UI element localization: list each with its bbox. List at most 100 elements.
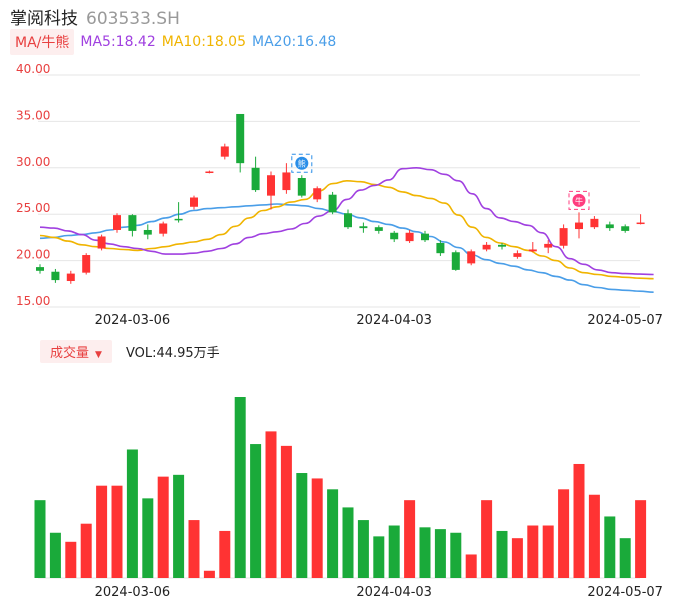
candle-body (236, 113, 245, 164)
volume-legend: 成交量 ▼ VOL:44.95万手 (40, 339, 220, 363)
signal-marker-icon: 牛 (568, 190, 590, 210)
volume-bar (635, 500, 647, 578)
dropdown-arrow-icon: ▼ (95, 349, 102, 360)
x-tick-label: 2024-04-03 (356, 313, 432, 328)
volume-toggle-label: 成交量 (50, 345, 90, 361)
candle-body (313, 188, 322, 200)
volume-value: VOL:44.95万手 (125, 345, 220, 361)
candle-body (636, 222, 645, 225)
candle-body (82, 255, 91, 273)
candle-body (251, 167, 260, 191)
volume-bar (357, 520, 369, 578)
candle-body (66, 273, 75, 282)
candle-body (482, 244, 491, 250)
candle-body (605, 224, 614, 229)
candle-body (528, 249, 537, 252)
candle-body (159, 223, 168, 234)
candle-body (421, 233, 429, 241)
volume-bar (373, 536, 385, 578)
volume-bar (419, 527, 431, 578)
volume-bar (342, 507, 354, 578)
volume-bar (265, 431, 277, 578)
candle-body (174, 218, 183, 221)
candle-body (267, 175, 275, 196)
candle-body (451, 252, 460, 270)
candle-body (97, 236, 106, 249)
volume-bar (234, 397, 246, 578)
volume-bar (604, 516, 616, 578)
y-tick-label: 25.00 (16, 201, 50, 215)
x-tick-label: 2024-05-07 (587, 313, 663, 328)
ma5-legend-label: MA5:18.42 (80, 34, 156, 50)
volume-bar (619, 538, 631, 578)
marker-label: 熊 (298, 159, 306, 169)
volume-bar (511, 538, 523, 578)
candle-body (220, 146, 229, 157)
candle-body (544, 243, 553, 248)
candle-body (205, 171, 214, 174)
candle-body (390, 232, 399, 240)
y-tick-label: 20.00 (16, 248, 50, 262)
volume-bar (126, 449, 138, 578)
volume-bar (157, 476, 169, 578)
ma10-legend-label: MA10:18.05 (161, 34, 247, 50)
candle-body (282, 172, 291, 191)
candle-body (113, 215, 121, 230)
volume-bar (434, 529, 446, 578)
volume-bar (219, 530, 231, 578)
volume-bar (404, 500, 416, 578)
x-tick-label: 2024-04-03 (356, 585, 432, 600)
volume-bar (49, 532, 61, 578)
candle-body (498, 244, 506, 247)
x-tick-label: 2024-05-07 (587, 585, 663, 600)
stock-name: 掌阅科技 (10, 9, 78, 29)
candle-body (328, 194, 337, 213)
volume-bar (250, 444, 262, 578)
ma10-line (39, 179, 654, 280)
volume-bar (65, 541, 77, 578)
volume-bar (188, 520, 200, 578)
candle-body (513, 253, 522, 257)
candle-body (359, 226, 368, 229)
marker-label: 牛 (575, 196, 583, 206)
x-tick-label: 2024-03-06 (95, 313, 171, 328)
marker-frame (291, 153, 313, 173)
volume-bar (80, 523, 92, 578)
signal-marker-icon: 熊 (291, 153, 313, 173)
volume-bar (558, 489, 570, 578)
candle-body (436, 242, 445, 254)
candle-body (575, 222, 583, 230)
volume-bar (296, 473, 308, 578)
y-tick-label: 15.00 (16, 294, 50, 308)
candle-body (467, 251, 476, 264)
volume-bar (481, 500, 493, 578)
candle-body (190, 197, 198, 207)
candle-body (36, 267, 44, 271)
volume-bar (573, 463, 585, 578)
volume-bar (111, 485, 123, 578)
volume-bar (527, 525, 539, 578)
ma-toggle-button[interactable]: MA/牛熊 (10, 29, 75, 55)
volume-bar (327, 489, 339, 578)
volume-bar (465, 554, 477, 578)
volume-bar (280, 445, 292, 578)
candle-body (344, 213, 352, 228)
volume-bar (450, 532, 462, 578)
volume-bar (173, 474, 185, 578)
marker-frame (568, 190, 590, 210)
y-tick-label: 35.00 (16, 108, 50, 122)
volume-bar (311, 478, 323, 578)
candle-body (51, 271, 60, 281)
volume-bar (96, 485, 108, 578)
x-tick-label: 2024-03-06 (95, 585, 171, 600)
volume-bar (542, 525, 554, 578)
marker-dot (572, 193, 586, 207)
ma20-legend-label: MA20:16.48 (252, 34, 337, 50)
candle-body (143, 229, 152, 235)
y-tick-label: 40.00 (16, 62, 50, 76)
candle-body (128, 215, 137, 231)
candle-body (297, 178, 306, 196)
volume-toggle-button[interactable]: 成交量 ▼ (40, 339, 112, 363)
stock-code: 603533.SH (86, 9, 180, 29)
